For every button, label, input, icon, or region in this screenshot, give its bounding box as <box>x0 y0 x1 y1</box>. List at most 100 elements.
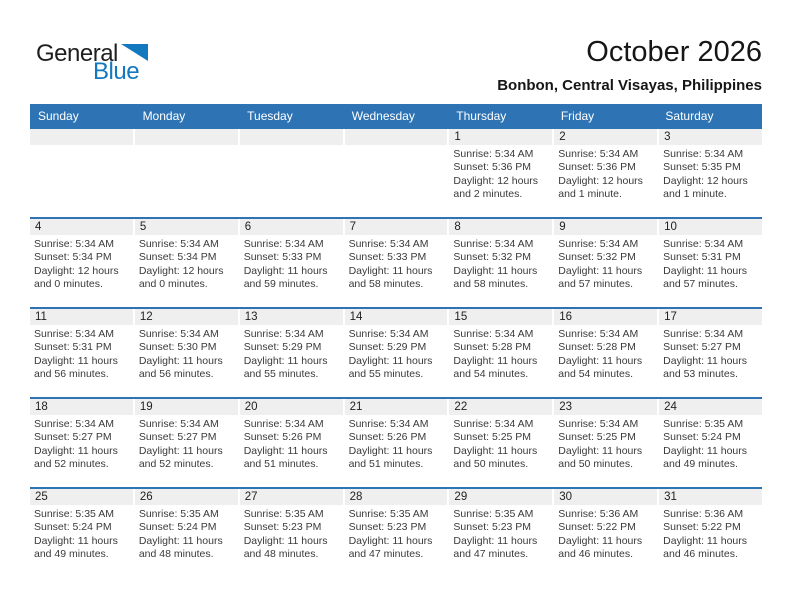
sunset-text: Sunset: 5:34 PM <box>34 251 112 264</box>
daylight-minutes-text: and 50 minutes. <box>558 457 633 470</box>
day-number: 6 <box>239 219 343 235</box>
daylight-minutes-text: and 49 minutes. <box>34 547 109 560</box>
day-cell-30: 30 Sunrise: 5:36 AM Sunset: 5:22 PM Dayligh… <box>554 489 658 577</box>
day-cell-11: 11 Sunrise: 5:34 AM Sunset: 5:31 PM Dayligh… <box>30 309 133 397</box>
sunrise-text: Sunrise: 5:34 AM <box>348 328 429 340</box>
daylight-minutes-text: and 46 minutes. <box>558 547 633 560</box>
daylight-minutes-text: and 48 minutes. <box>243 547 319 560</box>
daylight-minutes-text: and 47 minutes. <box>453 547 529 560</box>
daylight-hours-text: Daylight: 11 hours <box>34 444 118 457</box>
week-row-2: 4 Sunrise: 5:34 AM Sunset: 5:34 PM Daylight… <box>30 217 762 307</box>
day-cell-6: 6 Sunrise: 5:34 AM Sunset: 5:33 PM Daylight… <box>239 219 343 307</box>
daylight-minutes-text: and 57 minutes. <box>663 277 738 290</box>
sunrise-text: Sunrise: 5:34 AM <box>138 328 219 340</box>
week-row-4: 18 Sunrise: 5:34 AM Sunset: 5:27 PM Dayligh… <box>30 397 762 487</box>
daylight-hours-text: Daylight: 11 hours <box>453 354 538 367</box>
day-details: Sunrise: 5:36 AM Sunset: 5:22 PM Daylight:… <box>554 505 657 561</box>
sunset-text: Sunset: 5:24 PM <box>663 431 741 444</box>
daylight-hours-text: Daylight: 11 hours <box>138 534 223 547</box>
sunrise-text: Sunrise: 5:36 AM <box>558 508 639 520</box>
day-details: Sunrise: 5:36 AM Sunset: 5:22 PM Daylight:… <box>659 505 762 561</box>
weekday-label-sunday: Sunday <box>38 108 79 123</box>
sunrise-text: Sunrise: 5:35 AM <box>138 508 219 520</box>
sunset-text: Sunset: 5:23 PM <box>243 521 322 534</box>
day-number: 29 <box>449 489 553 505</box>
sunset-text: Sunset: 5:25 PM <box>558 431 636 444</box>
daylight-hours-text: Daylight: 11 hours <box>348 354 433 367</box>
day-details: Sunrise: 5:34 AM Sunset: 5:27 PM Daylight:… <box>135 415 238 471</box>
day-details: Sunrise: 5:34 AM Sunset: 5:25 PM Daylight:… <box>554 415 657 471</box>
sunrise-text: Sunrise: 5:34 AM <box>34 238 114 250</box>
sunrise-text: Sunrise: 5:34 AM <box>558 148 639 160</box>
sunrise-text: Sunrise: 5:34 AM <box>453 418 534 430</box>
calendar-table: Sunday Monday Tuesday Wednesday Thursday Frid… <box>30 104 762 577</box>
sunset-text: Sunset: 5:26 PM <box>243 431 322 444</box>
daylight-minutes-text: and 58 minutes. <box>453 277 529 290</box>
sunrise-text: Sunrise: 5:34 AM <box>453 328 534 340</box>
day-number: 28 <box>344 489 448 505</box>
daylight-hours-text: Daylight: 11 hours <box>348 264 433 277</box>
day-details: Sunrise: 5:34 AM Sunset: 5:28 PM Daylight:… <box>554 325 657 381</box>
day-number: 25 <box>30 489 133 505</box>
sunrise-text: Sunrise: 5:35 AM <box>348 508 429 520</box>
daylight-minutes-text: and 55 minutes. <box>243 367 319 380</box>
day-cell-2: 2 Sunrise: 5:34 AM Sunset: 5:36 PM Daylight… <box>554 129 658 217</box>
sunset-text: Sunset: 5:24 PM <box>138 521 217 534</box>
title-block: October 2026 Bonbon, Central Visayas, Ph… <box>497 36 762 94</box>
day-number: 27 <box>239 489 343 505</box>
day-details <box>240 145 343 148</box>
sunrise-text: Sunrise: 5:34 AM <box>348 418 429 430</box>
day-cell-25: 25 Sunrise: 5:35 AM Sunset: 5:24 PM Dayligh… <box>30 489 133 577</box>
daylight-hours-text: Daylight: 11 hours <box>453 444 538 457</box>
sunset-text: Sunset: 5:26 PM <box>348 431 427 444</box>
daylight-minutes-text: and 2 minutes. <box>453 187 523 200</box>
day-details: Sunrise: 5:34 AM Sunset: 5:29 PM Daylight:… <box>240 325 343 381</box>
day-cell-28: 28 Sunrise: 5:35 AM Sunset: 5:23 PM Dayligh… <box>344 489 448 577</box>
day-details: Sunrise: 5:35 AM Sunset: 5:23 PM Daylight:… <box>449 505 552 561</box>
daylight-minutes-text: and 1 minute. <box>663 187 727 200</box>
daylight-hours-text: Daylight: 11 hours <box>558 534 643 547</box>
day-number: 3 <box>659 129 762 145</box>
daylight-minutes-text: and 47 minutes. <box>348 547 424 560</box>
daylight-hours-text: Daylight: 11 hours <box>243 444 328 457</box>
day-number: 19 <box>134 399 238 415</box>
day-number: 20 <box>239 399 343 415</box>
day-details <box>30 145 133 148</box>
sunset-text: Sunset: 5:29 PM <box>348 341 427 354</box>
daylight-hours-text: Daylight: 11 hours <box>34 534 118 547</box>
day-cell-empty <box>134 129 238 217</box>
day-cell-8: 8 Sunrise: 5:34 AM Sunset: 5:32 PM Daylight… <box>449 219 553 307</box>
day-cell-22: 22 Sunrise: 5:34 AM Sunset: 5:25 PM Dayligh… <box>449 399 553 487</box>
daylight-hours-text: Daylight: 11 hours <box>348 534 433 547</box>
day-cell-13: 13 Sunrise: 5:34 AM Sunset: 5:29 PM Dayligh… <box>239 309 343 397</box>
weekday-label-friday: Friday <box>560 108 595 123</box>
day-cell-27: 27 Sunrise: 5:35 AM Sunset: 5:23 PM Dayligh… <box>239 489 343 577</box>
day-cell-14: 14 Sunrise: 5:34 AM Sunset: 5:29 PM Dayligh… <box>344 309 448 397</box>
sunrise-text: Sunrise: 5:34 AM <box>453 148 534 160</box>
sunset-text: Sunset: 5:23 PM <box>453 521 532 534</box>
day-details: Sunrise: 5:35 AM Sunset: 5:23 PM Daylight:… <box>345 505 448 561</box>
sunrise-text: Sunrise: 5:34 AM <box>243 418 324 430</box>
daylight-hours-text: Daylight: 11 hours <box>138 444 223 457</box>
day-details: Sunrise: 5:34 AM Sunset: 5:33 PM Daylight:… <box>345 235 448 291</box>
daylight-minutes-text: and 54 minutes. <box>558 367 633 380</box>
weekday-label-thursday: Thursday <box>456 108 507 123</box>
sunrise-text: Sunrise: 5:34 AM <box>138 418 219 430</box>
daylight-hours-text: Daylight: 11 hours <box>453 534 538 547</box>
sunset-text: Sunset: 5:34 PM <box>138 251 217 264</box>
sunrise-text: Sunrise: 5:35 AM <box>34 508 114 520</box>
day-number: 18 <box>30 399 133 415</box>
general-blue-logo: General Blue <box>36 42 148 84</box>
weekday-label-saturday: Saturday <box>665 108 714 123</box>
sunrise-text: Sunrise: 5:34 AM <box>243 328 324 340</box>
sunset-text: Sunset: 5:28 PM <box>453 341 532 354</box>
sunset-text: Sunset: 5:30 PM <box>138 341 217 354</box>
weekday-header-row: Sunday Monday Tuesday Wednesday Thursday Frid… <box>30 104 762 127</box>
logo-top-row: General <box>36 42 148 66</box>
sunset-text: Sunset: 5:32 PM <box>558 251 636 264</box>
day-cell-29: 29 Sunrise: 5:35 AM Sunset: 5:23 PM Dayligh… <box>449 489 553 577</box>
daylight-hours-text: Daylight: 12 hours <box>34 264 119 277</box>
daylight-minutes-text: and 51 minutes. <box>348 457 424 470</box>
week-row-1: 1 Sunrise: 5:34 AM Sunset: 5:36 PM Daylight… <box>30 127 762 217</box>
